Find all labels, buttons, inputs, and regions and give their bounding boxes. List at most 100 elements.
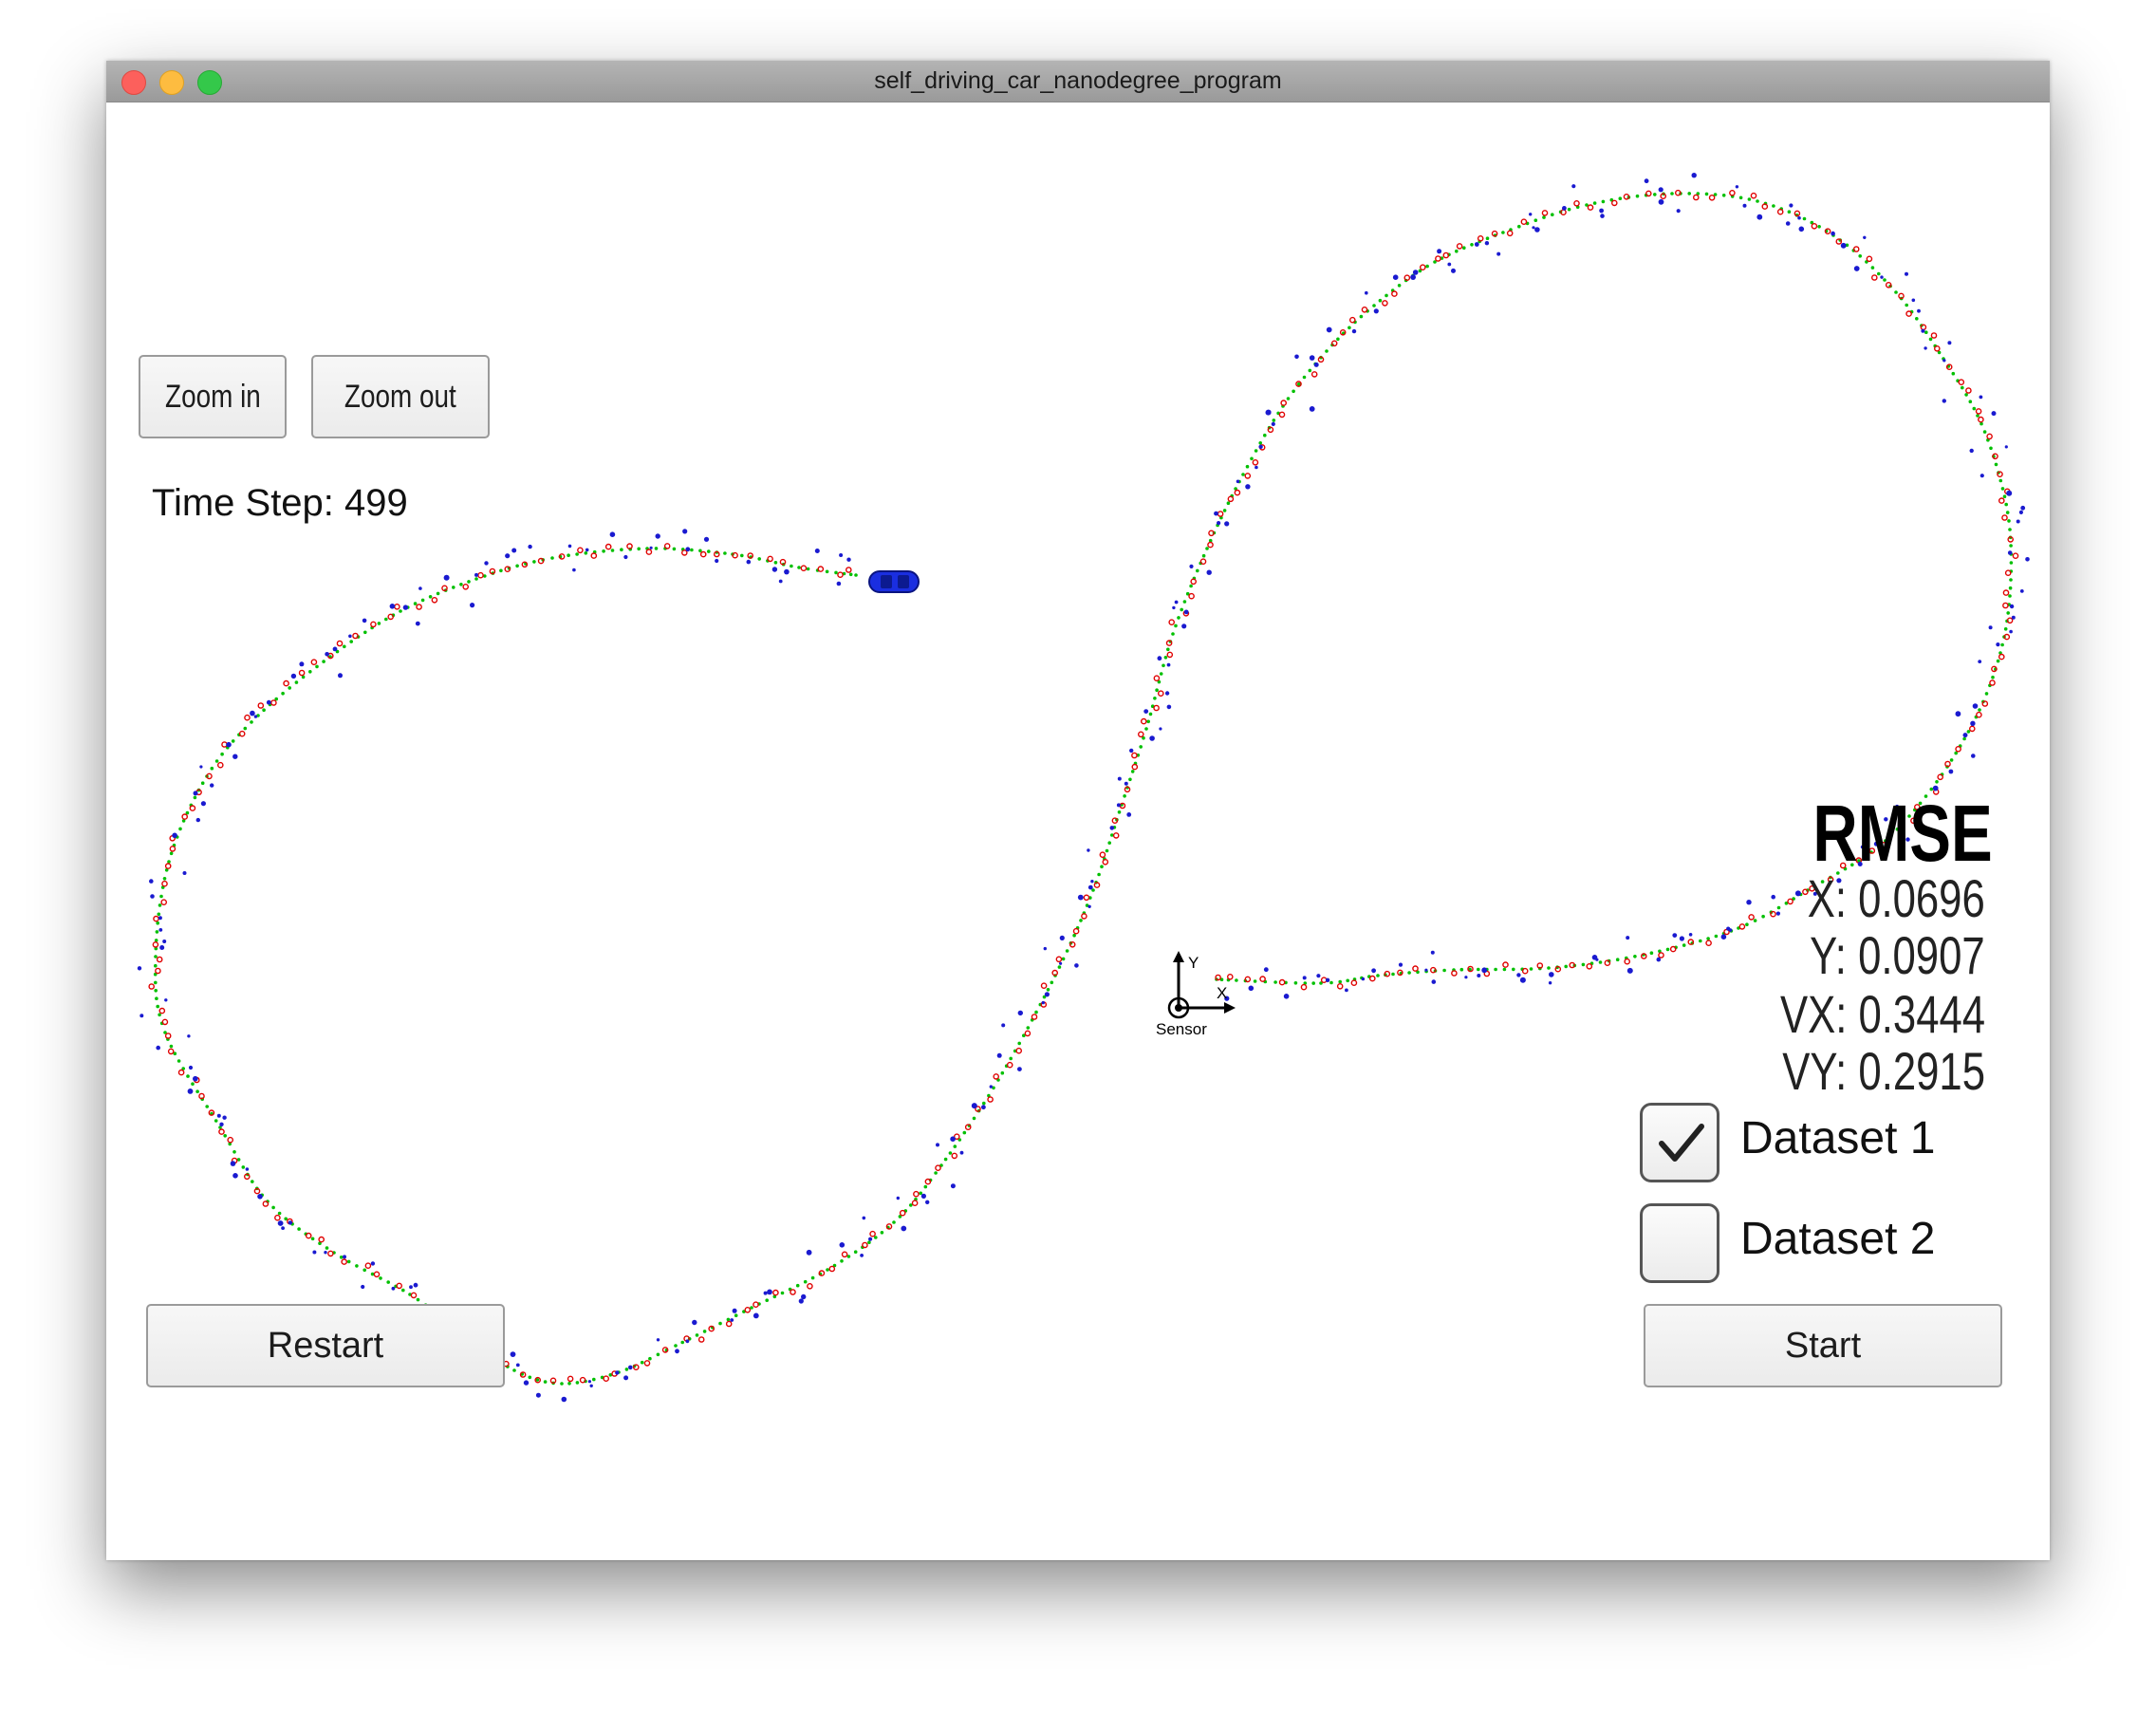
ground-truth-point bbox=[1159, 672, 1163, 676]
ground-truth-point bbox=[236, 1158, 241, 1162]
lidar-measurement bbox=[1611, 199, 1618, 207]
ground-truth-point bbox=[1618, 196, 1623, 200]
ground-truth-point bbox=[515, 564, 519, 568]
lidar-measurement bbox=[156, 956, 163, 963]
lidar-measurement bbox=[714, 550, 720, 558]
radar-measurement bbox=[1905, 271, 1908, 276]
radar-measurement bbox=[1991, 411, 1997, 417]
lidar-measurement bbox=[1072, 927, 1080, 935]
lidar-measurement bbox=[416, 604, 422, 610]
lidar-measurement bbox=[663, 543, 671, 549]
radar-measurement bbox=[1857, 862, 1863, 866]
ground-truth-point bbox=[1649, 951, 1654, 955]
lidar-measurement bbox=[274, 1214, 281, 1221]
lidar-measurement bbox=[1295, 381, 1302, 387]
lidar-measurement bbox=[951, 1152, 958, 1160]
ground-truth-point bbox=[1325, 349, 1329, 353]
ground-truth-point bbox=[765, 1298, 769, 1302]
lidar-measurement bbox=[1300, 983, 1308, 991]
radar-measurement bbox=[1942, 359, 1946, 363]
lidar-measurement bbox=[633, 1364, 640, 1370]
radar-measurement bbox=[1398, 962, 1403, 967]
radar-measurement bbox=[771, 567, 778, 572]
dataset-1-label[interactable]: Dataset 1 bbox=[1740, 1113, 1936, 1163]
ground-truth-point bbox=[1174, 623, 1178, 628]
lidar-measurement bbox=[1930, 332, 1938, 339]
radar-measurement bbox=[2009, 604, 2015, 609]
ground-truth-point bbox=[1907, 814, 1911, 818]
zoom-in-button[interactable]: Zoom in bbox=[139, 355, 287, 438]
radar-measurement bbox=[232, 1173, 238, 1179]
ground-truth-point bbox=[1817, 225, 1821, 229]
lidar-measurement bbox=[1965, 387, 1972, 394]
ground-truth-point bbox=[214, 1119, 218, 1123]
ground-truth-point bbox=[1091, 888, 1095, 892]
ground-truth-point bbox=[420, 598, 425, 603]
ground-truth-point bbox=[1635, 194, 1640, 198]
ground-truth-point bbox=[467, 580, 471, 584]
dataset-1-checkbox[interactable] bbox=[1640, 1103, 1719, 1182]
start-button[interactable]: Start bbox=[1644, 1304, 2002, 1387]
ground-truth-point bbox=[1533, 218, 1538, 222]
lidar-measurement bbox=[846, 567, 852, 573]
radar-measurement bbox=[219, 1122, 224, 1127]
rmse-vx-value: VX: 0.3444 bbox=[1779, 984, 1985, 1044]
ground-truth-point bbox=[620, 548, 623, 551]
lidar-measurement bbox=[257, 702, 265, 709]
lidar-measurement bbox=[1267, 426, 1274, 434]
radar-measurement bbox=[1599, 208, 1604, 214]
lidar-measurement bbox=[206, 772, 213, 780]
zoom-out-button[interactable]: Zoom out bbox=[311, 355, 490, 438]
simulator-canvas[interactable]: Y X Sensor Zoom in Zoom out Time Step: 4… bbox=[106, 102, 2050, 1560]
ground-truth-point bbox=[1937, 350, 1942, 355]
lidar-measurement bbox=[1330, 340, 1338, 347]
ground-truth-point bbox=[218, 1126, 222, 1129]
restart-button[interactable]: Restart bbox=[146, 1304, 505, 1387]
ground-truth-point bbox=[773, 561, 778, 565]
maximize-window-button[interactable] bbox=[197, 70, 222, 95]
close-window-button[interactable] bbox=[121, 70, 146, 95]
ground-truth-point bbox=[648, 1356, 652, 1361]
lidar-measurement bbox=[2001, 514, 2008, 521]
radar-measurement bbox=[391, 1286, 396, 1291]
radar-measurement bbox=[222, 1115, 227, 1120]
radar-measurement bbox=[1477, 974, 1481, 977]
radar-measurement bbox=[149, 879, 154, 884]
radar-measurement bbox=[1265, 409, 1272, 416]
ground-truth-point bbox=[1924, 330, 1928, 334]
minimize-window-button[interactable] bbox=[159, 70, 184, 95]
ground-truth-point bbox=[181, 819, 186, 823]
radar-measurement bbox=[1217, 521, 1221, 526]
ground-truth-point bbox=[1433, 260, 1437, 264]
ground-truth-point bbox=[1208, 538, 1213, 543]
lidar-measurement bbox=[1675, 189, 1682, 196]
sensor-axes-icon bbox=[1167, 951, 1236, 1019]
ground-truth-point bbox=[575, 1381, 580, 1385]
ground-truth-point bbox=[2004, 502, 2008, 507]
radar-measurement bbox=[188, 1065, 194, 1070]
dataset-2-checkbox[interactable] bbox=[1640, 1203, 1719, 1283]
window-title: self_driving_car_nanodegree_program bbox=[874, 67, 1282, 94]
radar-measurement bbox=[1972, 703, 1979, 709]
ground-truth-point bbox=[1984, 692, 1989, 696]
lidar-measurement bbox=[1158, 690, 1164, 698]
ground-truth-point bbox=[892, 1220, 896, 1224]
ground-truth-point bbox=[757, 557, 761, 561]
radar-measurement bbox=[1911, 298, 1916, 303]
lidar-measurement bbox=[153, 915, 159, 922]
ground-truth-point bbox=[1592, 201, 1597, 205]
radar-measurement bbox=[585, 548, 589, 552]
lidar-measurement bbox=[283, 679, 289, 687]
ground-truth-point bbox=[982, 1101, 986, 1106]
ground-truth-point bbox=[1079, 919, 1083, 922]
lidar-measurement bbox=[1794, 210, 1801, 217]
dataset-2-label[interactable]: Dataset 2 bbox=[1740, 1214, 1936, 1264]
lidar-measurement bbox=[1131, 752, 1138, 759]
ground-truth-point bbox=[2000, 487, 2005, 491]
radar-measurement bbox=[1836, 878, 1842, 884]
ground-truth-point bbox=[1459, 967, 1464, 972]
lidar-measurement bbox=[1802, 888, 1809, 896]
ground-truth-point bbox=[370, 1272, 375, 1276]
lidar-measurement bbox=[1998, 497, 2005, 504]
radar-measurement bbox=[1516, 973, 1521, 977]
